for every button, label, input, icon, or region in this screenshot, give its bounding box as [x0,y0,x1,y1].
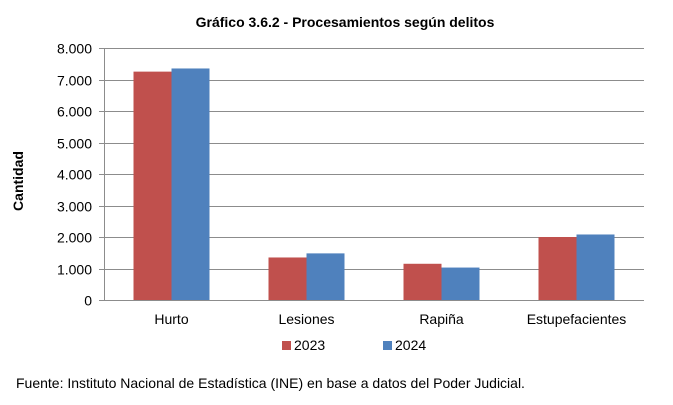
y-tick-label: 4.000 [57,167,92,183]
y-tick-label: 8.000 [57,41,92,57]
x-tick-label: Lesiones [278,311,334,327]
x-axis-ticks: Hurto Lesiones Rapiña Estupefacientes [154,311,626,327]
legend-swatch-2023 [282,341,291,350]
axis-lines [104,48,644,301]
x-tick-label: Estupefacientes [527,311,627,327]
bar-2023-rapiña [403,263,442,300]
bar-2023-lesiones [268,257,307,300]
y-tick-label: 1.000 [57,262,92,278]
y-tick-label: 5.000 [57,136,92,152]
bar-2024-lesiones [306,253,345,300]
y-tick-label: 7.000 [57,73,92,89]
legend-label-2024: 2024 [395,337,426,353]
source-note: Fuente: Instituto Nacional de Estadístic… [16,375,525,391]
legend-label-2023: 2023 [294,337,325,353]
bar-2024-hurto [171,68,210,300]
bar-2024-rapiña [441,267,480,300]
y-tick-label: 2.000 [57,230,92,246]
y-tick-label: 3.000 [57,199,92,215]
bar-2023-hurto [133,71,172,300]
chart-title: Gráfico 3.6.2 - Procesamientos según del… [196,14,495,30]
y-tick-label: 0 [84,293,92,309]
bar-2023-estupefacientes [538,237,577,300]
x-tick-label: Hurto [154,311,188,327]
y-axis-ticks: 0 1.000 2.000 3.000 4.000 5.000 6.000 7.000 8.00… [57,41,104,309]
y-tick-label: 6.000 [57,104,92,120]
y-axis-label: Cantidad [10,151,26,211]
legend: 2023 2024 [282,337,426,353]
x-tick-label: Rapiña [419,311,464,327]
bar-2024-estupefacientes [576,234,615,300]
legend-swatch-2024 [383,341,392,350]
bars [133,68,615,300]
